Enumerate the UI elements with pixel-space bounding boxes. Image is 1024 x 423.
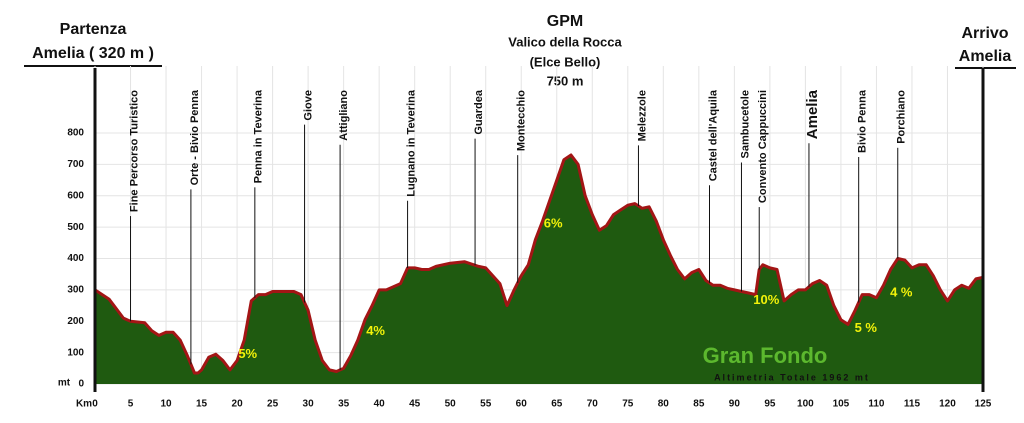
x-tick-label: 20 <box>232 399 244 410</box>
summit-name: Valico della Rocca <box>508 34 622 49</box>
place-label: Fine Percorso Turistico <box>128 90 140 212</box>
profile-line <box>94 153 984 375</box>
x-tick-label: 45 <box>409 399 421 410</box>
x-tick-label: 55 <box>480 399 492 410</box>
x-tick-label: 70 <box>587 399 599 410</box>
summit-label: GPM <box>547 13 583 30</box>
x-tick-label: 85 <box>693 399 705 410</box>
x-tick-label: 35 <box>338 399 350 410</box>
place-label: Penna in Teverina <box>253 89 265 183</box>
gradient-label: 4% <box>366 323 385 338</box>
gradient-label: 5% <box>238 346 257 361</box>
x-tick-label: 80 <box>658 399 670 410</box>
x-tick-label: 75 <box>622 399 634 410</box>
place-label: Melezzole <box>636 90 648 141</box>
x-tick-label: 100 <box>797 399 814 410</box>
x-tick-label: 50 <box>445 399 457 410</box>
place-label: Bivio Penna <box>857 89 869 153</box>
place-label: Orte - Bivio Penna <box>189 89 201 185</box>
gradient-label: 4 % <box>890 285 913 300</box>
x-tick-label: 110 <box>868 399 885 410</box>
place-label: Guardea <box>473 89 485 135</box>
plot <box>94 153 984 384</box>
y-tick-label: 400 <box>67 253 84 264</box>
gradient-label: 5 % <box>855 320 878 335</box>
y-tick-label: 0 <box>78 379 84 390</box>
x-tick-label: 15 <box>196 399 208 410</box>
y-axis-label: mt <box>58 378 71 389</box>
x-tick-label: 95 <box>764 399 776 410</box>
y-tick-label: 700 <box>67 159 84 170</box>
gradient-label: 10% <box>753 292 779 307</box>
gradient-label: 6% <box>544 216 563 231</box>
x-tick-label: 120 <box>939 399 956 410</box>
x-tick-label: 90 <box>729 399 741 410</box>
y-tick-label: 600 <box>67 190 84 201</box>
place-label: Lugnano in Teverina <box>405 89 417 197</box>
y-tick-label: 300 <box>67 285 84 296</box>
x-tick-label: 10 <box>160 399 172 410</box>
x-tick-label: 5 <box>128 399 134 410</box>
y-tick-label: 500 <box>67 222 84 233</box>
x-tick-label: 60 <box>516 399 528 410</box>
x-tick-label: 30 <box>303 399 315 410</box>
place-label: Convento Cappuccini <box>757 90 769 203</box>
start-label: Partenza <box>60 21 127 38</box>
place-label: Montecchio <box>516 90 528 151</box>
x-tick-label: 125 <box>975 399 992 410</box>
place-label: Castel dell'Aquila <box>707 89 719 181</box>
x-tick-label: 115 <box>904 399 921 410</box>
event-title: Gran Fondo <box>703 343 828 368</box>
summit-alt-name: (Elce Bello) <box>530 54 601 69</box>
place-label: Sambucetole <box>739 90 751 158</box>
y-tick-label: 200 <box>67 316 84 327</box>
x-tick-label: 105 <box>833 399 850 410</box>
start-place: Amelia ( 320 m ) <box>32 45 154 62</box>
x-tick-label: 0 <box>92 399 98 410</box>
place-label: Giove <box>302 90 314 121</box>
x-axis-label: Km <box>76 399 92 410</box>
finish-place: Amelia <box>959 48 1012 65</box>
summit-altitude: 750 m <box>547 73 584 88</box>
profile-area <box>95 155 983 384</box>
place-label: Porchiano <box>896 90 908 144</box>
x-tick-label: 25 <box>267 399 279 410</box>
total-climb: Altimetria Totale 1962 mt <box>714 372 870 382</box>
place-label: Amelia <box>804 89 821 139</box>
x-tick-label: 65 <box>551 399 563 410</box>
y-tick-label: 800 <box>67 128 84 139</box>
finish-label: Arrivo <box>961 25 1008 42</box>
x-tick-label: 40 <box>374 399 386 410</box>
place-label: Attigliano <box>338 90 350 141</box>
y-tick-label: 100 <box>67 347 84 358</box>
